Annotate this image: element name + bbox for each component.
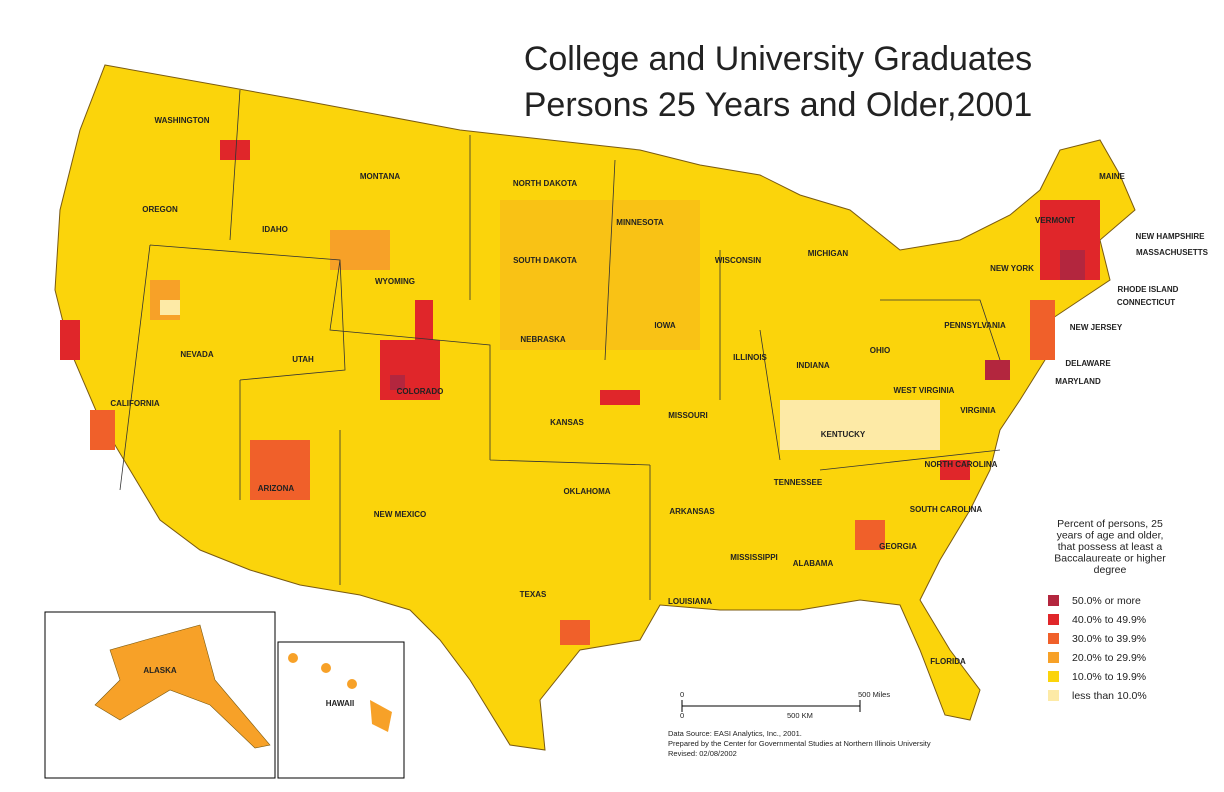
state-label: OREGON xyxy=(142,205,178,214)
state-label: ILLINOIS xyxy=(733,353,767,362)
county-shading xyxy=(60,140,1100,645)
state-label: WISCONSIN xyxy=(715,256,761,265)
state-label: MINNESOTA xyxy=(616,218,664,227)
state-label: DELAWARE xyxy=(1065,359,1111,368)
state-label: WEST VIRGINIA xyxy=(894,386,955,395)
state-label: COLORADO xyxy=(397,387,444,396)
state-label: MAINE xyxy=(1099,172,1125,181)
legend-swatch xyxy=(1048,633,1059,644)
state-label: NEW MEXICO xyxy=(374,510,426,519)
state-label: MARYLAND xyxy=(1055,377,1101,386)
state-label: ALABAMA xyxy=(793,559,834,568)
legend-label: 50.0% or more xyxy=(1072,595,1141,607)
state-label: SOUTH DAKOTA xyxy=(513,256,577,265)
legend-swatch xyxy=(1048,652,1059,663)
us-mainland xyxy=(54,64,1136,751)
state-label: LOUISIANA xyxy=(668,597,712,606)
state-label: INDIANA xyxy=(796,361,830,370)
title-line-1: College and University Graduates xyxy=(524,40,1032,78)
state-label: MASSACHUSETTS xyxy=(1136,248,1209,257)
legend-swatch xyxy=(1048,595,1059,606)
inset-label: HAWAII xyxy=(326,699,354,708)
state-labels: WASHINGTON MONTANA NORTH DAKOTA OREGON I… xyxy=(110,116,1208,666)
state-label: VIRGINIA xyxy=(960,406,996,415)
legend-label: 20.0% to 29.9% xyxy=(1072,652,1146,664)
state-label: NEW YORK xyxy=(990,264,1034,273)
state-label: MONTANA xyxy=(360,172,401,181)
state-label: IDAHO xyxy=(262,225,288,234)
credit-line: Data Source: EASI Analytics, Inc., 2001. xyxy=(668,729,802,738)
legend-title: Percent of persons, 25 xyxy=(1057,518,1163,530)
state-label: RHODE ISLAND xyxy=(1118,285,1179,294)
state-label: TENNESSEE xyxy=(774,478,823,487)
state-label: MICHIGAN xyxy=(808,249,849,258)
legend-title: Baccalaureate or higher xyxy=(1054,553,1166,565)
state-label: WASHINGTON xyxy=(155,116,210,125)
credits: Data Source: EASI Analytics, Inc., 2001.… xyxy=(668,729,931,758)
state-label: OKLAHOMA xyxy=(563,487,610,496)
scale-bar: 0 500 Miles 0 500 KM xyxy=(680,690,890,720)
state-label: WYOMING xyxy=(375,277,415,286)
scale-label: 0 xyxy=(680,690,684,699)
legend-title: degree xyxy=(1094,564,1127,576)
inset-label: ALASKA xyxy=(143,666,177,675)
legend-swatch xyxy=(1048,690,1059,701)
legend-title: that possess at least a xyxy=(1058,541,1163,553)
island xyxy=(288,653,298,663)
state-label: NEVADA xyxy=(180,350,213,359)
scale-label: 500 KM xyxy=(787,711,813,720)
state-label: OHIO xyxy=(870,346,890,355)
credit-line: Prepared by the Center for Governmental … xyxy=(668,739,931,748)
state-label: GEORGIA xyxy=(879,542,917,551)
island xyxy=(370,700,392,732)
legend-swatch xyxy=(1048,614,1059,625)
alaska-inset: ALASKA xyxy=(44,611,276,779)
state-label: ARIZONA xyxy=(258,484,295,493)
credit-line: Revised: 02/08/2002 xyxy=(668,749,737,758)
state-label: FLORIDA xyxy=(930,657,966,666)
state-label: PENNSYLVANIA xyxy=(944,321,1006,330)
island xyxy=(347,679,357,689)
state-label: CALIFORNIA xyxy=(110,399,160,408)
legend-label: 40.0% to 49.9% xyxy=(1072,614,1146,626)
legend-swatch xyxy=(1048,671,1059,682)
scale-label: 500 Miles xyxy=(858,690,890,699)
state-label: NEW JERSEY xyxy=(1070,323,1123,332)
legend-title: years of age and older, xyxy=(1057,530,1164,542)
state-label: VERMONT xyxy=(1035,216,1075,225)
state-label: MISSISSIPPI xyxy=(730,553,778,562)
island xyxy=(321,663,331,673)
state-label: NORTH DAKOTA xyxy=(513,179,578,188)
hawaii-inset: HAWAII xyxy=(277,641,405,779)
title-line-2: Persons 25 Years and Older,2001 xyxy=(524,86,1033,124)
state-label: NEBRASKA xyxy=(520,335,566,344)
state-label: MISSOURI xyxy=(668,411,708,420)
legend-label: 30.0% to 39.9% xyxy=(1072,633,1146,645)
state-label: ARKANSAS xyxy=(669,507,715,516)
state-label: KENTUCKY xyxy=(821,430,866,439)
state-label: NEW HAMPSHIRE xyxy=(1136,232,1206,241)
legend-label: less than 10.0% xyxy=(1072,690,1147,702)
state-label: IOWA xyxy=(654,321,676,330)
state-label: CONNECTICUT xyxy=(1117,298,1175,307)
state-label: TEXAS xyxy=(520,590,547,599)
state-label: UTAH xyxy=(292,355,314,364)
state-label: SOUTH CAROLINA xyxy=(910,505,983,514)
legend-label: 10.0% to 19.9% xyxy=(1072,671,1146,683)
state-boundaries xyxy=(119,89,1001,600)
state-label: KANSAS xyxy=(550,418,584,427)
state-label: NORTH CAROLINA xyxy=(925,460,998,469)
scale-label: 0 xyxy=(680,711,684,720)
alaska-shape xyxy=(94,624,271,749)
